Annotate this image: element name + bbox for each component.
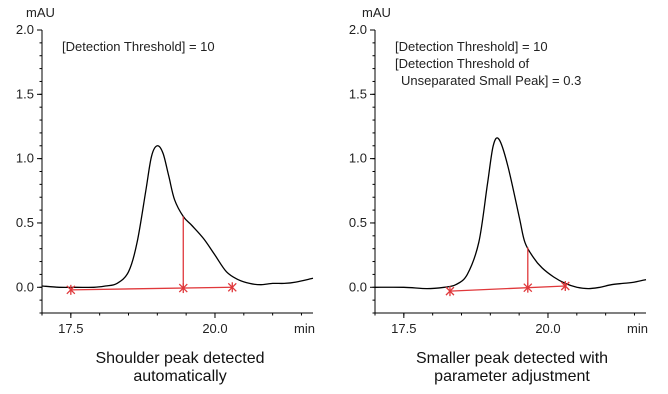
- peak-boundary-marker: [560, 280, 570, 291]
- x-tick-label: 20.0: [202, 321, 227, 336]
- y-unit-label: mAU: [26, 5, 55, 20]
- y-tick-label: 0.0: [349, 279, 367, 294]
- y-tick-label: 0.5: [16, 215, 34, 230]
- x-tick-label: 20.0: [535, 321, 560, 336]
- y-tick-label: 0.5: [349, 215, 367, 230]
- panel-caption: automatically: [133, 368, 226, 385]
- peak-boundary-marker: [227, 282, 237, 293]
- peak-boundary-marker: [523, 282, 533, 293]
- x-unit-label: min: [627, 321, 648, 336]
- peak-boundary-marker: [445, 286, 455, 297]
- panel-caption: Smaller peak detected with: [416, 350, 608, 367]
- peak-boundary-marker: [178, 283, 188, 294]
- chromatogram-panel-right: mAU 0.0 0.5 1.0 1.5 2.0 17.5 20.0 min [Detection …: [349, 5, 648, 385]
- y-tick-label: 1.0: [349, 151, 367, 166]
- panel-caption: Shoulder peak detected: [95, 350, 264, 367]
- y-tick-label: 0.0: [16, 279, 34, 294]
- x-tick-label: 17.5: [391, 321, 416, 336]
- y-tick-label: 1.5: [349, 86, 367, 101]
- y-tick-label: 1.5: [16, 86, 34, 101]
- y-tick-label: 2.0: [349, 22, 367, 37]
- chromatogram-panel-left: mAU 0.0 0.5 1.0 1.5 2.0 17.5 20.0 min [Detection …: [16, 5, 315, 385]
- integration-baseline: [449, 285, 566, 292]
- threshold-annotation: [Detection Threshold] = 10: [62, 39, 215, 54]
- integration-baseline: [70, 286, 233, 291]
- panel-caption: parameter adjustment: [434, 368, 590, 385]
- threshold-annotation: [Detection Threshold] = 10: [395, 39, 548, 54]
- chromatogram-trace: [374, 137, 647, 290]
- y-tick-label: 2.0: [16, 22, 34, 37]
- peak-boundary-marker: [66, 284, 76, 295]
- x-tick-label: 17.5: [58, 321, 83, 336]
- threshold-annotation: Unseparated Small Peak] = 0.3: [401, 73, 581, 88]
- y-unit-label: mAU: [362, 5, 391, 20]
- x-unit-label: min: [294, 321, 315, 336]
- threshold-annotation: [Detection Threshold of: [395, 56, 530, 71]
- chromatogram-trace: [41, 145, 314, 289]
- y-tick-label: 1.0: [16, 151, 34, 166]
